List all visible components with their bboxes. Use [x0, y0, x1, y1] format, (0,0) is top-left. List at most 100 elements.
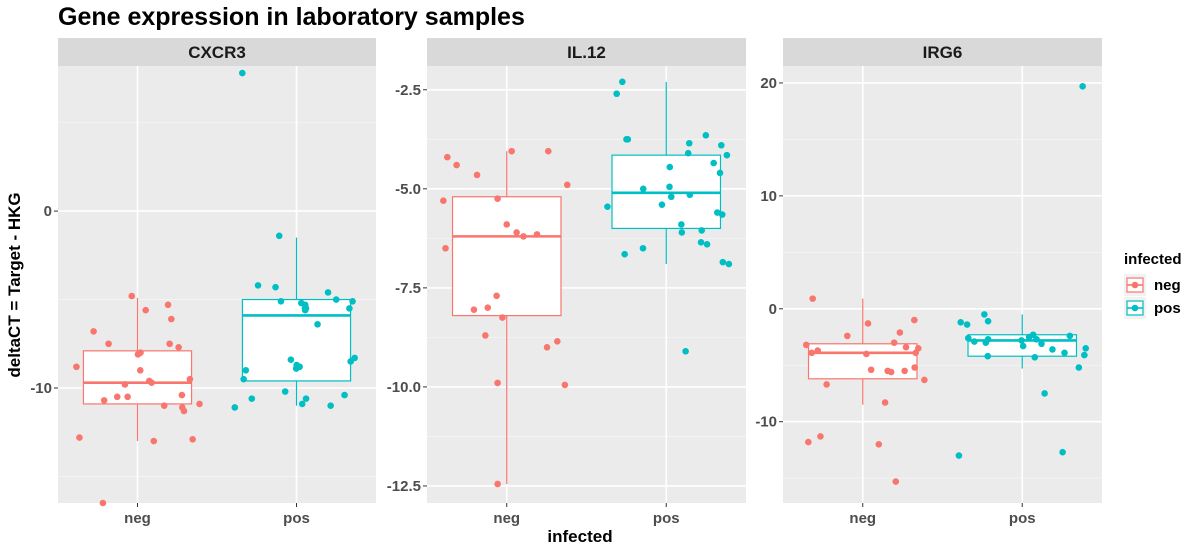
data-point-pos: [697, 239, 705, 246]
x-tick-label: pos: [1009, 510, 1036, 527]
data-point-pos: [678, 221, 685, 228]
data-point-pos: [1075, 364, 1083, 371]
data-point-neg: [142, 306, 149, 314]
panel-background: [783, 66, 1102, 503]
data-point-neg: [494, 480, 501, 488]
data-point-neg: [508, 147, 515, 155]
x-tick-label: neg: [124, 510, 151, 527]
data-point-neg: [499, 314, 506, 321]
data-point-neg: [814, 347, 822, 354]
data-point-pos: [718, 211, 726, 218]
y-axis-title: deltaCT = Target - HKG: [5, 192, 24, 377]
x-tick-label: pos: [283, 510, 310, 527]
data-point-pos: [957, 319, 964, 326]
data-point-pos: [324, 289, 332, 296]
y-tick-label: -10.0: [387, 379, 421, 396]
data-point-neg: [166, 340, 173, 348]
data-point-neg: [864, 320, 872, 327]
data-point-pos: [718, 141, 725, 149]
data-point-pos: [619, 78, 626, 86]
data-point-neg: [482, 332, 489, 339]
data-point-neg: [90, 328, 97, 335]
data-point-pos: [613, 90, 620, 98]
data-point-neg: [76, 434, 83, 441]
data-point-neg: [444, 153, 451, 161]
box-iqr: [82, 350, 193, 405]
data-point-pos: [1041, 390, 1048, 397]
data-point-neg: [867, 366, 875, 374]
chart-title: Gene expression in laboratory samples: [58, 3, 525, 31]
data-point-pos: [327, 402, 334, 409]
data-point-neg: [875, 440, 883, 448]
data-point-neg: [881, 399, 889, 406]
legend-item-neg: neg: [1124, 274, 1181, 296]
data-point-neg: [99, 499, 107, 507]
data-point-pos: [702, 132, 710, 139]
legend-key-point: [1131, 304, 1139, 312]
data-point-neg: [912, 349, 919, 357]
data-point-neg: [73, 363, 80, 371]
panel-background: [58, 66, 376, 503]
data-point-pos: [298, 400, 306, 408]
legend-key-point: [1131, 281, 1139, 289]
data-point-pos: [1019, 342, 1027, 350]
data-point-pos: [710, 159, 717, 167]
y-tick-label: -10: [30, 380, 52, 397]
data-point-pos: [1059, 448, 1066, 456]
data-point-pos: [1066, 332, 1074, 340]
data-point-neg: [100, 397, 108, 404]
facet-strip: [58, 38, 376, 66]
facet-strip-label: IL.12: [567, 43, 606, 62]
x-axis-title: infected: [547, 527, 612, 546]
data-point-pos: [332, 296, 340, 303]
data-point-neg: [513, 229, 520, 236]
data-point-pos: [714, 209, 721, 216]
data-point-neg: [148, 379, 155, 386]
data-point-pos: [239, 69, 246, 77]
data-point-pos: [240, 375, 247, 383]
data-point-pos: [272, 283, 279, 291]
data-point-neg: [494, 379, 501, 387]
boxplot-pos: [611, 81, 722, 265]
data-point-neg: [902, 343, 910, 351]
data-point-pos: [1038, 340, 1045, 348]
data-point-neg: [520, 233, 527, 240]
facet-panel-il-12: IL.12 -12.5 -10.0 -7.5 -5.0 -2.5 neg pos: [387, 38, 746, 527]
data-point-pos: [723, 151, 731, 159]
x-tick-label: neg: [493, 510, 520, 527]
data-point-neg: [168, 315, 175, 323]
legend-title: infected: [1124, 251, 1182, 268]
data-point-pos: [685, 139, 693, 147]
data-point-neg: [178, 391, 186, 399]
data-point-neg: [863, 350, 870, 358]
x-tick-label: neg: [849, 510, 876, 527]
data-point-neg: [440, 197, 447, 205]
data-point-neg: [890, 339, 898, 346]
data-point-pos: [242, 367, 250, 374]
data-point-neg: [113, 393, 121, 401]
data-point-pos: [639, 185, 647, 193]
facet-panel-cxcr3: CXCR3 -10 0 neg pos: [30, 38, 376, 527]
data-point-pos: [277, 298, 285, 305]
data-point-pos: [1033, 335, 1040, 343]
data-point-neg: [121, 381, 129, 388]
facet-strip-label: CXCR3: [188, 43, 246, 62]
data-point-neg: [911, 364, 918, 371]
data-point-neg: [196, 400, 203, 408]
data-point-neg: [887, 368, 895, 376]
data-point-neg: [544, 147, 552, 155]
data-point-pos: [678, 229, 686, 236]
data-point-pos: [1081, 351, 1088, 359]
data-point-pos: [963, 321, 971, 328]
data-point-pos: [254, 282, 262, 289]
data-point-neg: [805, 438, 812, 446]
data-point-pos: [955, 452, 963, 459]
y-tick-label: 0: [44, 203, 52, 220]
data-point-pos: [248, 395, 256, 402]
data-point-neg: [470, 306, 478, 313]
data-point-pos: [725, 260, 733, 268]
facet-strip: [427, 38, 746, 66]
data-point-neg: [494, 195, 501, 203]
data-point-pos: [301, 306, 309, 314]
data-point-pos: [347, 358, 354, 365]
